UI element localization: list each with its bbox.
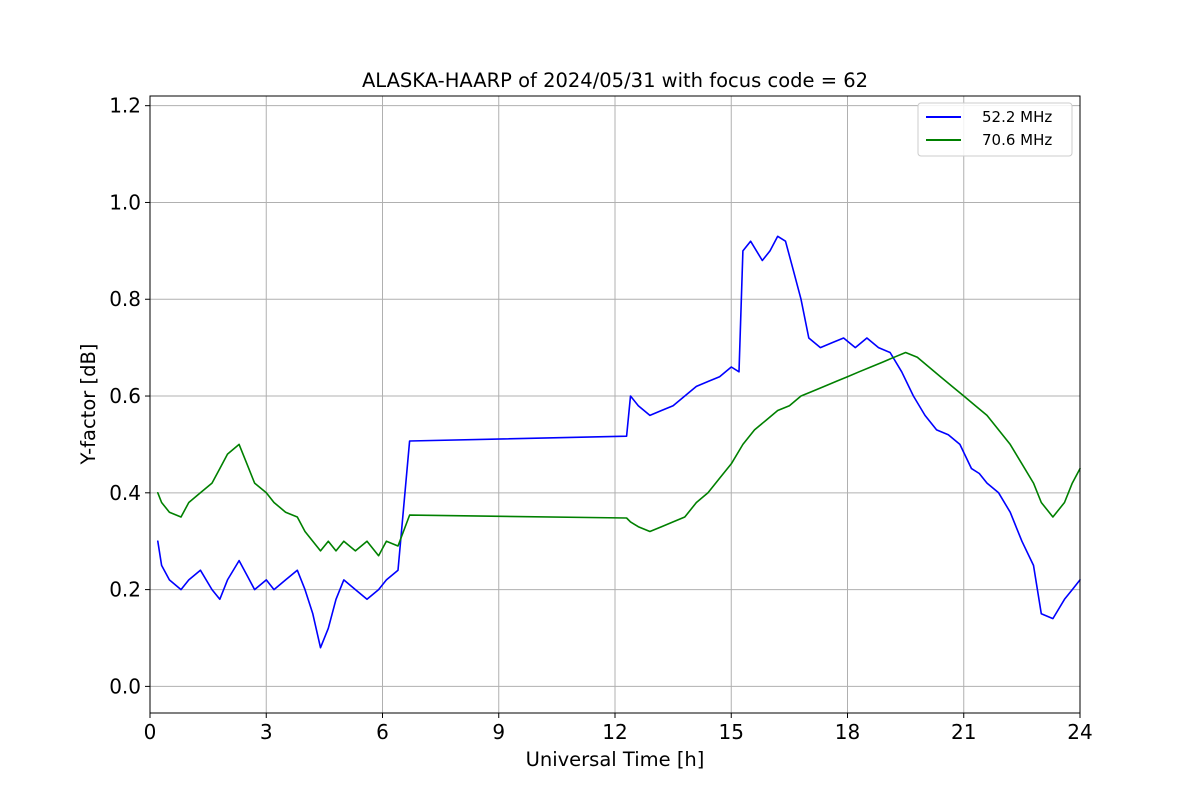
- y-axis-label: Y-factor [dB]: [77, 344, 100, 466]
- x-axis: 0 3 6 9 12 15 18 21 24: [144, 713, 1093, 744]
- x-tick-label: 6: [376, 720, 389, 744]
- x-tick-label: 15: [719, 720, 744, 744]
- y-tick-label: 1.0: [109, 190, 141, 214]
- y-tick-label: 0.4: [109, 481, 141, 505]
- y-tick-label: 0.8: [109, 287, 141, 311]
- x-axis-label: Universal Time [h]: [526, 748, 705, 771]
- legend-label-52-2-mhz: 52.2 MHz: [982, 108, 1052, 126]
- series-layer: [157, 235, 1081, 649]
- x-tick-label: 9: [492, 720, 505, 744]
- x-tick-label: 21: [951, 720, 976, 744]
- x-tick-label: 0: [144, 720, 157, 744]
- x-tick-label: 3: [260, 720, 273, 744]
- x-tick-label: 24: [1067, 720, 1092, 744]
- series-line-52-2-mhz: [157, 235, 1081, 649]
- y-tick-label: 0.2: [109, 578, 141, 602]
- x-tick-label: 18: [835, 720, 860, 744]
- chart-title: ALASKA-HAARP of 2024/05/31 with focus co…: [362, 69, 868, 92]
- y-tick-label: 0.0: [109, 674, 141, 698]
- y-tick-label: 1.2: [109, 94, 141, 118]
- y-axis: 0.0 0.2 0.4 0.6 0.8 1.0 1.2: [109, 94, 150, 698]
- series-line-70-6-mhz: [157, 351, 1081, 557]
- y-tick-label: 0.6: [109, 384, 141, 408]
- legend-label-70-6-mhz: 70.6 MHz: [982, 131, 1052, 149]
- legend: 52.2 MHz 70.6 MHz: [917, 102, 1073, 157]
- x-tick-label: 12: [602, 720, 627, 744]
